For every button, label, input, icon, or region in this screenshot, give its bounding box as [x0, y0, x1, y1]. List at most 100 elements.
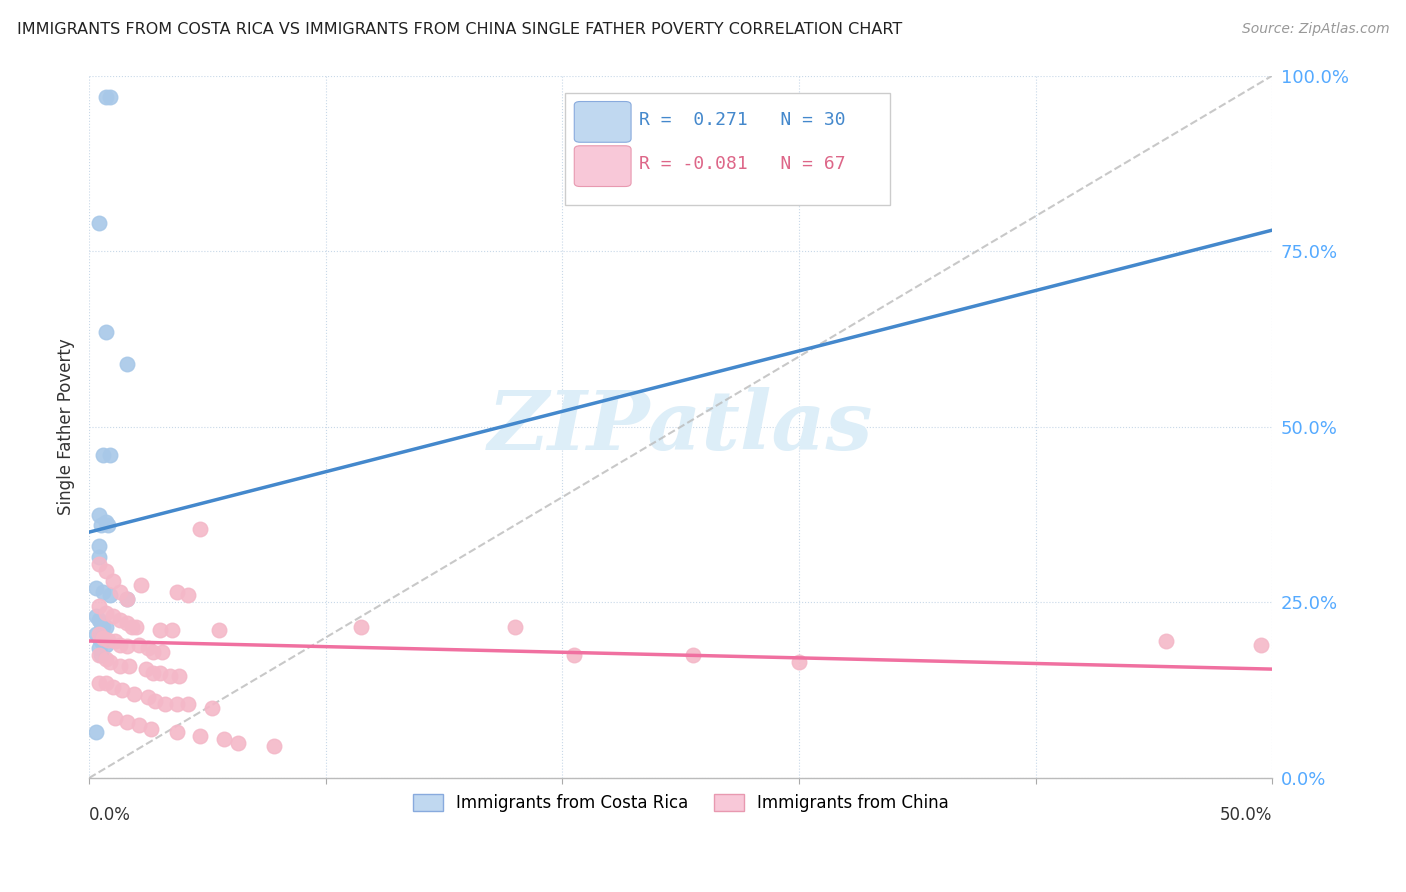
Point — [87, 676, 110, 690]
Point — [87, 648, 110, 662]
Point — [98, 89, 121, 103]
Point — [97, 633, 120, 648]
Point — [101, 680, 124, 694]
FancyBboxPatch shape — [565, 93, 890, 205]
Point — [122, 687, 145, 701]
Point — [166, 585, 188, 599]
Point — [91, 631, 114, 645]
Point — [115, 357, 138, 371]
Point — [177, 698, 200, 712]
Point — [152, 644, 174, 658]
Point — [149, 665, 172, 680]
Text: ZIPatlas: ZIPatlas — [488, 387, 873, 467]
Point — [118, 658, 141, 673]
Point — [135, 662, 157, 676]
Point — [682, 648, 704, 662]
Point — [94, 325, 117, 339]
Point — [136, 641, 159, 656]
Point — [263, 739, 285, 754]
Point — [87, 599, 110, 613]
Point — [94, 651, 117, 665]
Text: 50.0%: 50.0% — [1220, 806, 1272, 824]
Point — [1154, 634, 1177, 648]
Point — [94, 606, 117, 620]
Text: R =  0.271   N = 30: R = 0.271 N = 30 — [640, 111, 846, 128]
Point — [87, 627, 110, 641]
Text: R = -0.081   N = 67: R = -0.081 N = 67 — [640, 155, 846, 173]
Point — [101, 574, 124, 589]
Point — [226, 736, 249, 750]
Point — [90, 518, 112, 533]
Point — [91, 585, 114, 599]
Point — [87, 557, 110, 571]
Point — [136, 690, 159, 705]
Point — [108, 585, 131, 599]
Point — [84, 725, 107, 739]
Point — [503, 620, 526, 634]
Point — [139, 722, 162, 736]
Point — [115, 591, 138, 606]
Point — [90, 648, 112, 662]
Point — [562, 648, 585, 662]
Point — [108, 613, 131, 627]
Point — [91, 620, 114, 634]
Point — [212, 732, 235, 747]
Point — [90, 616, 112, 631]
Point — [90, 634, 112, 648]
Point — [94, 515, 117, 529]
Point — [188, 729, 211, 743]
Point — [129, 578, 152, 592]
Point — [87, 508, 110, 522]
Point — [94, 564, 117, 578]
Point — [153, 698, 176, 712]
Text: Source: ZipAtlas.com: Source: ZipAtlas.com — [1241, 22, 1389, 37]
Point — [87, 216, 110, 230]
Point — [97, 518, 120, 533]
Point — [142, 665, 165, 680]
Point — [101, 609, 124, 624]
FancyBboxPatch shape — [574, 102, 631, 142]
Point — [166, 725, 188, 739]
Point — [128, 638, 150, 652]
Point — [125, 620, 148, 634]
Text: IMMIGRANTS FROM COSTA RICA VS IMMIGRANTS FROM CHINA SINGLE FATHER POVERTY CORREL: IMMIGRANTS FROM COSTA RICA VS IMMIGRANTS… — [17, 22, 903, 37]
Point — [159, 669, 181, 683]
Point — [94, 638, 117, 652]
Point — [201, 700, 224, 714]
Point — [115, 639, 138, 653]
Point — [111, 683, 134, 698]
Point — [91, 448, 114, 462]
Point — [84, 627, 107, 641]
Point — [94, 620, 117, 634]
Point — [84, 582, 107, 596]
Point — [87, 539, 110, 553]
Point — [87, 549, 110, 564]
Point — [104, 634, 127, 648]
Point — [177, 588, 200, 602]
Y-axis label: Single Father Poverty: Single Father Poverty — [58, 338, 75, 516]
Point — [166, 698, 188, 712]
Point — [108, 638, 131, 652]
Point — [350, 620, 373, 634]
Point — [98, 655, 121, 669]
Legend: Immigrants from Costa Rica, Immigrants from China: Immigrants from Costa Rica, Immigrants f… — [406, 788, 955, 819]
Text: 0.0%: 0.0% — [89, 806, 131, 824]
Point — [142, 644, 165, 658]
Point — [87, 641, 110, 656]
Point — [94, 676, 117, 690]
Point — [160, 624, 183, 638]
Point — [87, 631, 110, 645]
Point — [208, 624, 231, 638]
Point — [787, 655, 810, 669]
Point — [1250, 638, 1272, 652]
Point — [98, 448, 121, 462]
Point — [108, 658, 131, 673]
Point — [149, 624, 172, 638]
Point — [115, 591, 138, 606]
Point — [104, 711, 127, 725]
FancyBboxPatch shape — [574, 145, 631, 186]
Point — [94, 89, 117, 103]
Point — [143, 694, 166, 708]
Point — [188, 522, 211, 536]
Point — [98, 588, 121, 602]
